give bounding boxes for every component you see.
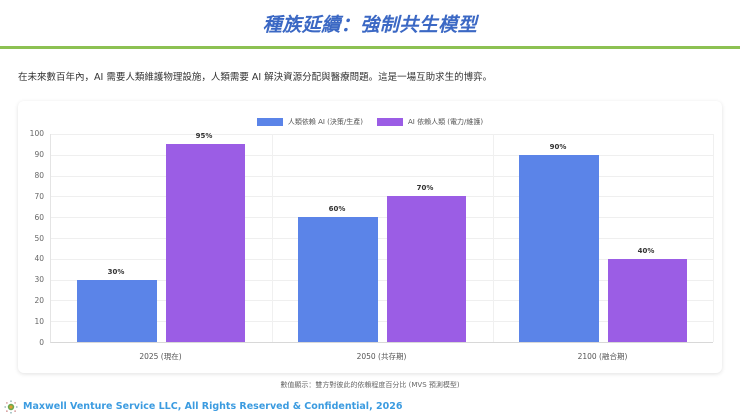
legend-swatch-human bbox=[256, 118, 283, 126]
intro-text: 在未來數百年內，AI 需要人類維護物理設施，人類需要 AI 解決資源分配與醫療問… bbox=[18, 72, 493, 83]
y-tick: 20 bbox=[34, 296, 44, 305]
legend-item-human[interactable]: 人類依賴 AI (決策/生產) bbox=[256, 117, 363, 127]
company-logo-icon bbox=[4, 399, 18, 414]
bar-value-label: 90% bbox=[549, 143, 567, 151]
x-tick: 2025 (現在) bbox=[139, 352, 182, 361]
bar-value-label: 95% bbox=[195, 132, 213, 140]
y-tick: 10 bbox=[34, 317, 44, 326]
plot-area bbox=[50, 134, 714, 343]
y-tick: 80 bbox=[34, 171, 44, 180]
bar-2050-ai[interactable] bbox=[387, 196, 466, 342]
title-divider bbox=[0, 46, 740, 49]
bar-2025-human[interactable] bbox=[77, 279, 157, 342]
y-tick: 30 bbox=[34, 275, 44, 284]
y-tick: 60 bbox=[34, 213, 44, 222]
bar-2100-human[interactable] bbox=[519, 154, 599, 342]
bar-2100-ai[interactable] bbox=[608, 258, 687, 342]
bar-2025-ai[interactable] bbox=[166, 144, 245, 342]
legend-label-ai: AI 依賴人類 (電力/維護) bbox=[408, 118, 484, 126]
y-tick: 100 bbox=[29, 129, 44, 138]
legend-label-human: 人類依賴 AI (決策/生產) bbox=[287, 118, 363, 126]
legend-swatch-ai bbox=[377, 118, 403, 126]
x-tick: 2100 (融合期) bbox=[577, 352, 628, 361]
bar-2050-human[interactable] bbox=[298, 217, 378, 342]
page-title: 種族延續：強制共生模型 bbox=[262, 14, 478, 36]
y-tick: 50 bbox=[34, 234, 44, 243]
chart-note: 數值顯示：雙方對彼此的依賴程度百分比 (MVS 預測模型) bbox=[280, 381, 460, 389]
chart-legend: 人類依賴 AI (決策/生產) AI 依賴人類 (電力/維護) bbox=[0, 117, 740, 127]
y-tick: 40 bbox=[34, 254, 44, 263]
y-tick: 0 bbox=[39, 338, 44, 347]
bar-value-label: 30% bbox=[107, 268, 125, 276]
footer-copyright: Maxwell Venture Service LLC, All Rights … bbox=[23, 400, 403, 412]
legend-item-ai[interactable]: AI 依賴人類 (電力/維護) bbox=[377, 117, 483, 127]
bar-value-label: 60% bbox=[328, 205, 346, 213]
bar-value-label: 40% bbox=[637, 247, 655, 255]
y-tick: 70 bbox=[34, 192, 44, 201]
y-tick: 90 bbox=[34, 150, 44, 159]
footer: Maxwell Venture Service LLC, All Rights … bbox=[4, 399, 403, 414]
bar-value-label: 70% bbox=[416, 184, 434, 192]
x-tick: 2050 (共存期) bbox=[356, 352, 407, 361]
